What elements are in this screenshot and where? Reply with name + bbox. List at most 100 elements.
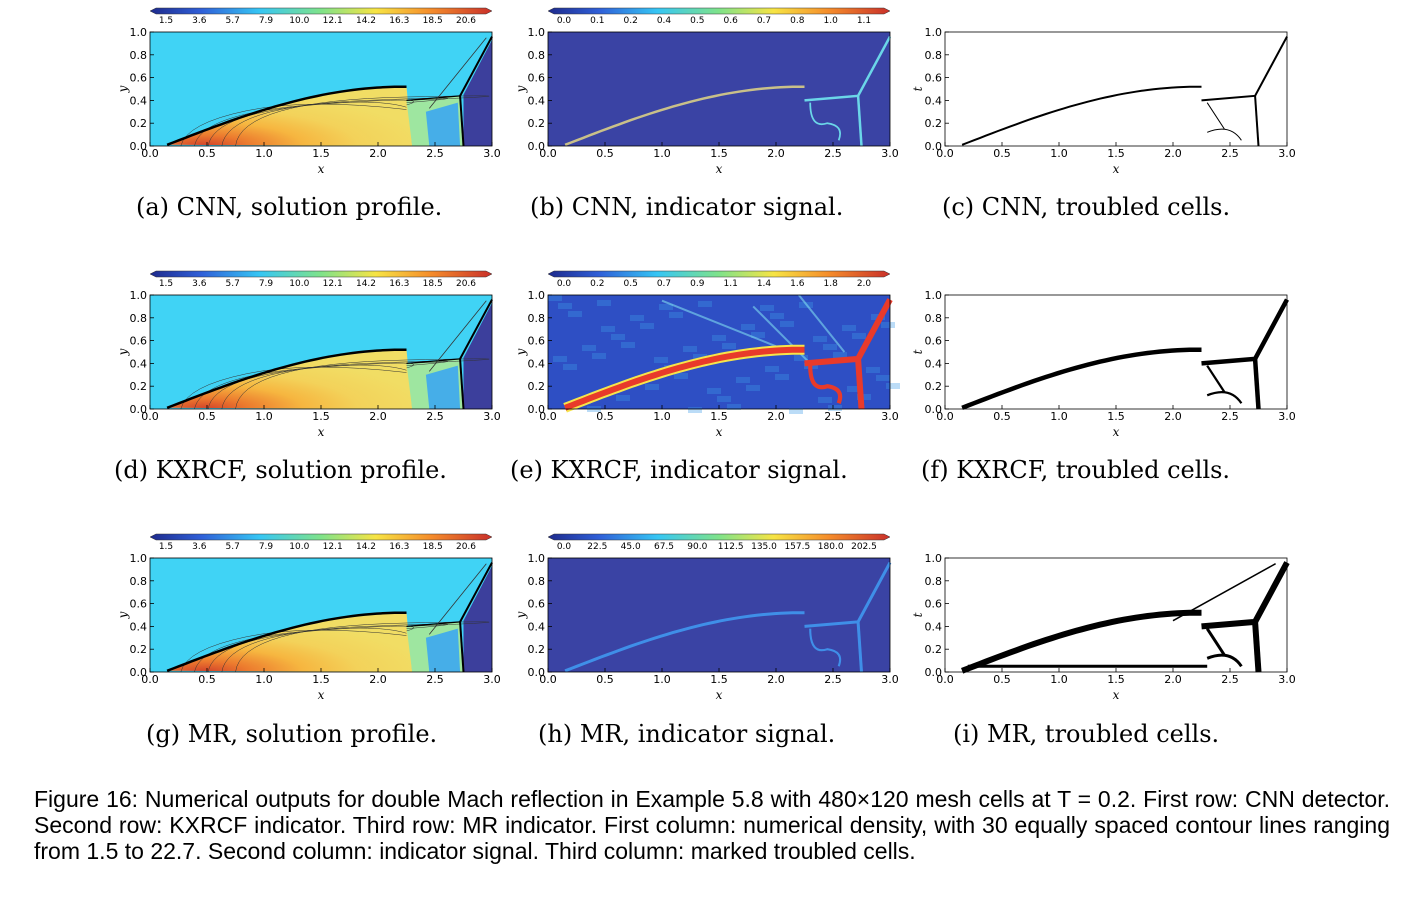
panel-c-cnn-troubled: 0.0 0.5 1.0 1.5 2.0 2.5 3.0 0.0 0.2 0.4 0.6 0.8 1.0 x… <box>905 6 1305 176</box>
slip-line <box>428 563 487 635</box>
colorbar-tick-label: 0.4 <box>657 16 672 26</box>
incident-shock-line <box>459 299 493 360</box>
colorbar-tick-label: 1.4 <box>757 279 772 289</box>
y-tick-label: 0.8 <box>925 49 943 62</box>
noise-patch <box>707 388 721 394</box>
noise-patch <box>568 311 582 317</box>
panel-b-cnn-indicator: 0.0 0.1 0.2 0.4 0.5 0.6 0.7 0.8 1.0 1.1 0.0 0.5 1.0 1… <box>508 6 908 176</box>
x-tick-label: 0.0 <box>936 147 954 160</box>
troubled-cells-bow <box>961 85 1202 146</box>
x-tick-label: 1.0 <box>1050 147 1068 160</box>
colorbar-tick-label: 202.5 <box>851 542 877 552</box>
noise-patch <box>775 374 789 380</box>
colorbar <box>547 7 891 15</box>
x-tick-label: 2.5 <box>824 147 842 160</box>
colorbar-tick-label: 0.2 <box>624 16 638 26</box>
contour-line <box>180 629 407 673</box>
noise-patch <box>866 367 880 373</box>
troubled-cells-background <box>945 32 1287 146</box>
y-tick-label: 1.0 <box>925 26 943 39</box>
noise-patch <box>563 364 577 370</box>
x-axis-label: x <box>318 162 325 176</box>
y-tick-label: 1.0 <box>925 289 943 302</box>
shock-signal-line <box>564 611 805 673</box>
y-tick-label: 0.0 <box>925 666 943 679</box>
x-tick-label: 1.0 <box>255 410 273 423</box>
mach-stem-line <box>459 358 465 410</box>
troubled-cells-background <box>945 295 1287 409</box>
y-tick-label: 0.2 <box>130 380 148 393</box>
y-tick-label: 1.0 <box>528 289 546 302</box>
troubled-cells-vortex <box>1205 627 1243 668</box>
x-tick-label: 3.0 <box>881 147 899 160</box>
contour-line <box>207 625 415 673</box>
x-tick-label: 0.5 <box>993 147 1011 160</box>
x-tick-label: 2.5 <box>426 410 444 423</box>
colorbar-tick-label: 1.5 <box>159 542 173 552</box>
x-tick-label: 2.0 <box>1164 410 1182 423</box>
y-axis-label: t <box>911 86 925 91</box>
y-axis-label: y <box>514 611 528 619</box>
y-axis-label: y <box>116 348 130 356</box>
y-axis-label: t <box>911 349 925 354</box>
y-tick-label: 1.0 <box>130 289 148 302</box>
y-tick-label: 1.0 <box>925 552 943 565</box>
x-tick-label: 3.0 <box>881 673 899 686</box>
y-tick-label: 0.0 <box>528 140 546 153</box>
colorbar-tick-label: 14.2 <box>356 542 376 552</box>
caption-a: (a) CNN, solution profile. <box>136 193 443 221</box>
y-tick-label: 0.8 <box>130 575 148 588</box>
plot-figure: 1.5 3.6 5.7 7.9 10.0 12.1 14.2 16.3 18.5 20.60.0 0… <box>116 7 501 176</box>
slip-line <box>428 300 487 372</box>
high-density-region <box>167 612 413 672</box>
signal-background <box>548 558 890 672</box>
colorbar-tick-label: 157.5 <box>784 542 810 552</box>
colorbar-tick-label: 0.1 <box>590 16 604 26</box>
colorbar-tick-label: 10.0 <box>289 279 309 289</box>
caption-b: (b) CNN, indicator signal. <box>530 193 844 221</box>
noise-patch <box>597 300 611 306</box>
colorbar-tick-label: 1.0 <box>824 16 839 26</box>
y-tick-label: 0.4 <box>925 94 943 107</box>
mach-stem-signal <box>855 358 865 410</box>
y-tick-label: 0.2 <box>130 643 148 656</box>
y-axis-label: y <box>514 85 528 93</box>
colorbar <box>149 7 493 15</box>
troubled-cells-stem <box>1252 621 1262 673</box>
colorbar <box>547 270 891 278</box>
plot-figure: 0.0 22.5 45.0 67.5 90.0 112.5 135.0 157.5 180.0 2… <box>514 533 899 702</box>
x-tick-label: 0.5 <box>993 410 1011 423</box>
noise-patch <box>886 383 900 389</box>
x-tick-label: 3.0 <box>1278 673 1296 686</box>
noise-patch <box>751 332 765 338</box>
x-tick-label: 2.5 <box>426 147 444 160</box>
noise-patch <box>654 357 668 363</box>
x-tick-label: 2.0 <box>369 410 387 423</box>
colorbar-tick-label: 1.5 <box>159 16 173 26</box>
y-tick-label: 0.4 <box>528 620 546 633</box>
noise-patch <box>712 335 726 341</box>
x-tick-label: 1.0 <box>255 147 273 160</box>
noise-patch <box>611 334 625 340</box>
noise-patch <box>683 346 697 352</box>
noise-patch <box>669 312 683 318</box>
x-tick-label: 3.0 <box>483 147 501 160</box>
noise-patch <box>760 305 774 311</box>
x-tick-label: 0.5 <box>198 147 216 160</box>
y-tick-label: 1.0 <box>130 552 148 565</box>
troubled-cells-triple <box>1201 561 1290 630</box>
y-tick-label: 0.0 <box>528 666 546 679</box>
x-tick-label: 1.5 <box>710 410 728 423</box>
y-tick-label: 0.4 <box>130 94 148 107</box>
incident-shock-line <box>459 36 493 97</box>
colorbar-tick-label: 12.1 <box>323 542 343 552</box>
y-tick-label: 0.8 <box>130 49 148 62</box>
incident-shock-line <box>459 562 493 623</box>
triple-point-signal <box>804 298 893 367</box>
panel-e-kxrcf-indicator: 0.0 0.2 0.5 0.7 0.9 1.1 1.4 1.6 1.8 2.0 0.0 0.5 1.0 1… <box>508 269 908 439</box>
high-density-region <box>167 86 413 146</box>
panel-a-cnn-solution: 1.5 3.6 5.7 7.9 10.0 12.1 14.2 16.3 18.5 20.6 0.0 0… <box>110 6 510 176</box>
contour-line <box>235 95 490 147</box>
x-tick-label: 0.0 <box>141 147 159 160</box>
x-tick-label: 1.0 <box>653 410 671 423</box>
